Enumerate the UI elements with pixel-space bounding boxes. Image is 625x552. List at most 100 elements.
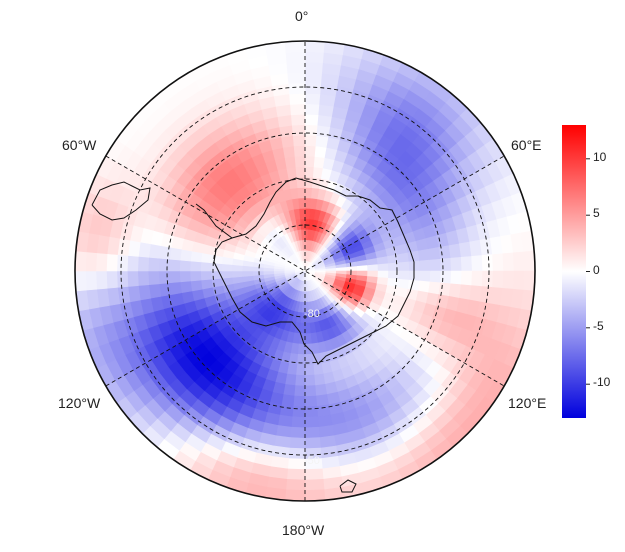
field-cell — [523, 270, 535, 292]
field-cell — [299, 207, 306, 220]
field-cell — [147, 256, 160, 272]
field-cell — [304, 134, 318, 147]
field-cell — [428, 247, 441, 261]
field-cell — [387, 270, 400, 280]
label-lon-60e: 60°E — [511, 137, 542, 153]
field-cell — [304, 155, 316, 168]
field-cell — [179, 270, 191, 283]
field-cell — [252, 270, 264, 276]
field-cell — [419, 270, 431, 283]
field-cell — [189, 270, 202, 282]
field-cell — [106, 253, 118, 272]
field-cell — [502, 252, 515, 272]
field-cell — [304, 468, 324, 481]
field-cell — [189, 260, 202, 272]
field-cell — [304, 322, 311, 335]
field-cell — [376, 256, 389, 265]
field-cell — [297, 343, 306, 355]
field-cell — [304, 395, 318, 408]
field-cell — [106, 270, 118, 289]
field-cell — [408, 260, 421, 272]
field-cell — [304, 478, 325, 491]
label-lon-0: 0° — [295, 8, 309, 24]
field-cell — [169, 281, 182, 295]
field-cell — [304, 82, 322, 95]
field-cell — [304, 103, 320, 116]
field-cell — [288, 82, 306, 95]
field-cell — [304, 124, 319, 136]
field-cell — [304, 145, 317, 157]
field-cell — [398, 270, 410, 281]
field-cell — [293, 145, 306, 157]
field-cell — [282, 145, 296, 159]
coastline-path — [213, 177, 415, 365]
label-lon-180w: 180°W — [282, 522, 325, 538]
field-cell — [335, 267, 348, 272]
antarctica-coastline — [91, 177, 415, 493]
field-cell — [158, 257, 170, 272]
field-cell — [297, 187, 306, 199]
colorbar-tick-label: 10 — [593, 150, 607, 164]
field-cell — [200, 261, 212, 272]
field-cell — [75, 250, 87, 272]
field-cell — [286, 61, 306, 74]
field-cell — [75, 270, 87, 292]
field-cell — [277, 114, 293, 128]
field-cell — [285, 478, 306, 491]
field-cell — [116, 254, 129, 272]
label-lon-120w: 120°W — [58, 395, 101, 411]
colorbar-ticks — [586, 158, 590, 385]
field-cell — [408, 270, 421, 282]
field-cell — [290, 103, 306, 116]
field-cell — [284, 489, 306, 501]
label-lat-80: -80 — [304, 308, 320, 320]
field-cell — [158, 270, 170, 285]
field-cell — [291, 124, 306, 136]
field-cell — [281, 135, 295, 148]
field-cell — [190, 279, 203, 292]
field-cell — [168, 270, 181, 284]
field-cell — [290, 187, 299, 200]
field-cell — [419, 259, 431, 272]
field-cell — [200, 278, 213, 290]
field-cell — [291, 406, 306, 418]
field-cell — [316, 404, 331, 418]
field-cell — [387, 262, 400, 272]
colorbar-tick-label: -10 — [593, 375, 611, 389]
field-cell — [304, 51, 325, 64]
field-cell — [95, 270, 108, 290]
field-cell — [346, 266, 358, 272]
field-cell — [284, 156, 297, 169]
field-cell — [221, 270, 233, 279]
field-cell — [304, 489, 326, 501]
field-cell — [317, 114, 333, 128]
field-cell — [492, 270, 504, 289]
field-cell — [377, 270, 389, 279]
field-cell — [428, 281, 441, 295]
field-cell — [314, 383, 328, 397]
field-cell — [304, 374, 316, 387]
field-cell — [147, 270, 160, 286]
colorbar-tick-label: 0 — [593, 263, 600, 277]
field-cell — [312, 363, 324, 376]
field-cell — [137, 256, 150, 272]
field-cell — [287, 72, 306, 84]
field-cell — [440, 257, 452, 272]
field-cell — [287, 458, 306, 470]
field-cell — [294, 155, 306, 168]
island-path — [339, 479, 357, 493]
field-cell — [300, 218, 306, 230]
field-cell — [290, 426, 306, 439]
field-cell — [290, 416, 306, 429]
peninsula-path — [195, 203, 233, 239]
field-cell — [481, 270, 494, 288]
field-cell — [450, 270, 463, 286]
graticule — [105, 41, 505, 501]
field-cell — [286, 166, 298, 179]
colorbar-tick-label: 5 — [593, 206, 600, 220]
field-cell — [200, 270, 212, 281]
field-cell — [241, 270, 254, 277]
field-cell — [126, 255, 139, 272]
field-cell — [304, 406, 319, 418]
